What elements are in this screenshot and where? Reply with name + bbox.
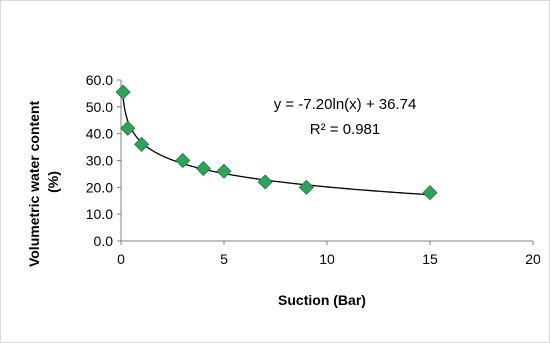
x-tick-label: 15 — [422, 251, 438, 267]
y-tick-label: 30.0 — [86, 153, 113, 169]
x-axis-title: Suction (Bar) — [278, 292, 366, 308]
data-point-marker — [298, 179, 314, 195]
y-tick-label: 0.0 — [94, 233, 114, 249]
x-tick-label: 20 — [525, 251, 541, 267]
data-point-marker — [422, 185, 438, 201]
y-axis-title: Volumetric water content (%) — [26, 97, 61, 267]
x-tick-label: 10 — [319, 251, 335, 267]
data-point-marker — [195, 160, 211, 177]
tick-labels: 0.0 10.0 20.0 30.0 40.0 50.0 60.0 0 5 10 15 20 — [86, 72, 541, 267]
y-tick-label: 50.0 — [86, 99, 113, 115]
x-tick-label: 0 — [117, 251, 125, 267]
x-tick-label: 5 — [220, 251, 228, 267]
data-point-marker — [216, 163, 232, 179]
y-axis-title-line1: Volumetric water content — [26, 101, 42, 268]
trendline-equation: y = -7.20ln(x) + 36.74 — [274, 96, 417, 113]
data-point-marker — [134, 136, 150, 152]
data-point-marker — [115, 84, 131, 100]
y-tick-label: 40.0 — [86, 126, 113, 142]
data-point-marker — [120, 120, 136, 136]
data-points — [115, 84, 438, 201]
axes — [117, 79, 534, 245]
y-tick-label: 10.0 — [86, 206, 113, 222]
data-point-marker — [257, 174, 273, 190]
y-tick-label: 20.0 — [86, 179, 113, 195]
trendline — [122, 97, 431, 196]
r-squared-label: R² = 0.981 — [310, 121, 380, 138]
y-tick-label: 60.0 — [86, 72, 113, 88]
data-point-marker — [175, 152, 191, 169]
y-axis-title-line2: (%) — [45, 171, 61, 193]
